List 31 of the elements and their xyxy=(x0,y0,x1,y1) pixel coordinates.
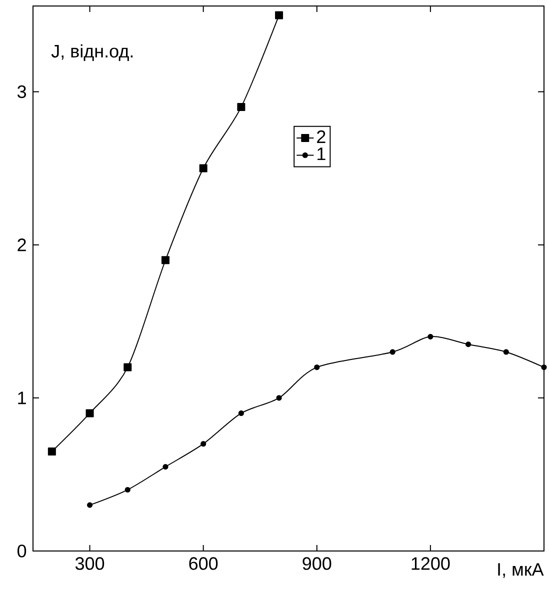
x-tick-label: 300 xyxy=(75,557,104,570)
point xyxy=(161,256,170,264)
point xyxy=(541,364,547,370)
point xyxy=(314,364,320,370)
point xyxy=(86,502,93,508)
y-tick-label: 0 xyxy=(17,544,26,558)
legend-label: 2 xyxy=(317,130,326,143)
point xyxy=(237,103,246,112)
point xyxy=(162,464,168,470)
point xyxy=(390,349,396,355)
point xyxy=(503,349,509,355)
point xyxy=(238,410,244,416)
x-tick-label: 900 xyxy=(302,557,332,570)
point xyxy=(48,447,56,456)
y-tick-label: 3 xyxy=(17,85,26,98)
point xyxy=(86,409,94,418)
point xyxy=(276,395,282,401)
point xyxy=(124,363,132,372)
y-tick-label: 2 xyxy=(18,238,26,252)
point xyxy=(199,164,208,172)
point xyxy=(428,334,434,340)
point xyxy=(124,486,130,493)
point xyxy=(200,441,206,447)
legend-label: 1 xyxy=(318,148,326,160)
point xyxy=(275,11,284,20)
y-axis-title: J, відн.од. xyxy=(51,44,133,61)
x-tick-label: 600 xyxy=(189,557,218,570)
y-tick-label: 1 xyxy=(18,392,26,404)
x-axis-title: I, мкА xyxy=(498,563,544,578)
point xyxy=(465,342,472,348)
x-tick-label: 1200 xyxy=(412,557,450,570)
